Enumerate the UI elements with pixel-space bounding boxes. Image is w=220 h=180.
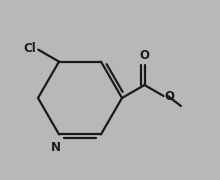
- Text: Cl: Cl: [23, 42, 36, 55]
- Text: N: N: [51, 141, 61, 154]
- Text: O: O: [139, 49, 150, 62]
- Text: O: O: [165, 89, 174, 102]
